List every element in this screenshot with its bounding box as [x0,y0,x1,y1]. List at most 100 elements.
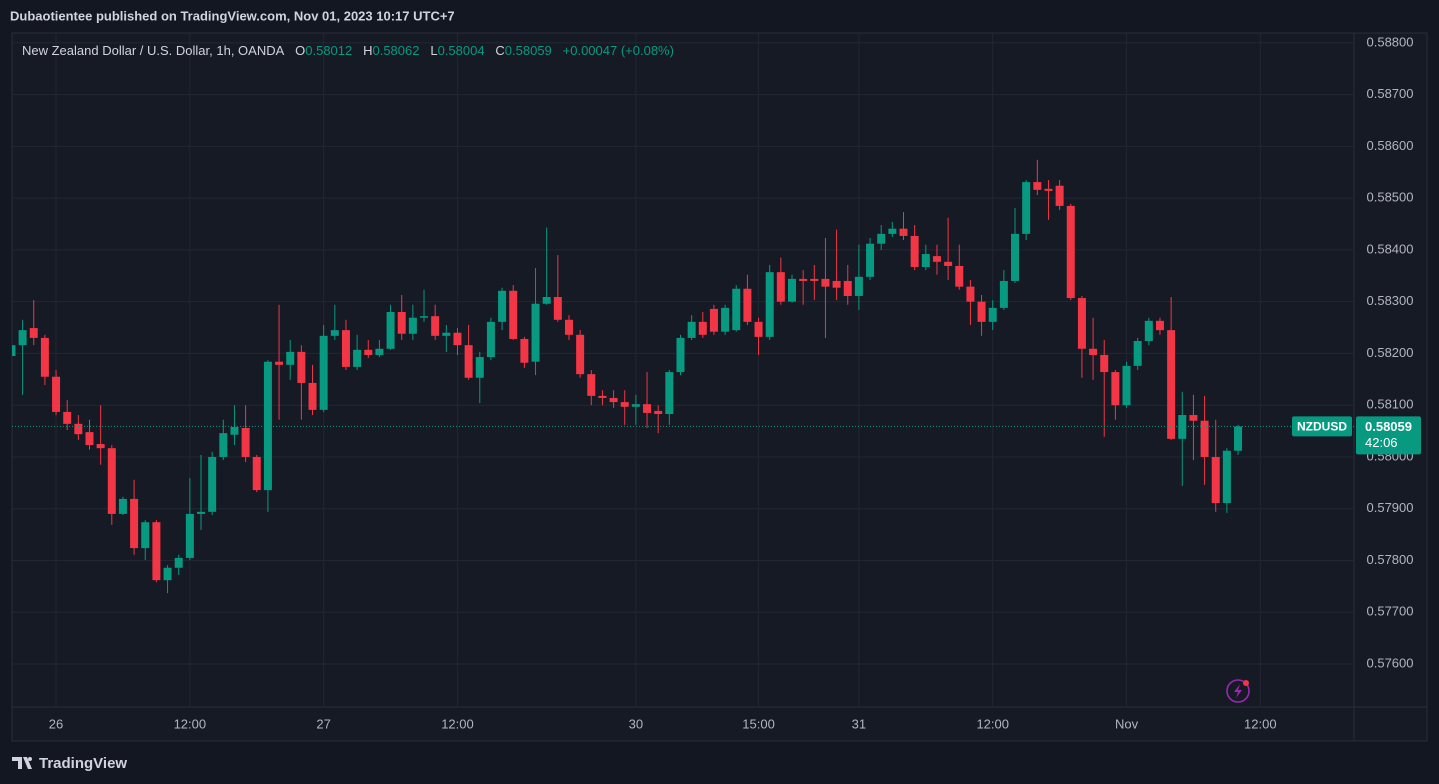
candle-body [152,522,161,581]
candle-body [442,332,451,336]
candle-body [297,351,306,383]
candle-body [107,448,116,514]
x-tick-label: 12:00 [174,716,207,731]
publish-info: Dubaotientee published on TradingView.co… [10,8,455,23]
candle-body [821,278,830,287]
candle-body [654,410,663,415]
ohlc-value: 0.58012 [305,43,353,58]
symbol-tag [1292,416,1352,437]
x-tick-label: 31 [852,716,866,731]
y-tick-label: 0.58100 [1367,397,1414,412]
ohlc-value: 0.58059 [504,43,552,58]
symbol-tag-label: NZDUSD [1297,420,1347,434]
candle-body [431,316,440,336]
candle-body [29,328,38,338]
lightning-icon[interactable] [1226,679,1250,703]
ohlc-letter: L [430,43,438,58]
candle-body [698,321,707,335]
candle-body [999,280,1008,308]
x-tick-label: 26 [49,716,63,731]
candle-body [197,511,206,514]
y-tick-label: 0.58500 [1367,190,1414,205]
chart-frame [11,32,1428,742]
candle-body [832,280,841,288]
candle-body [866,243,875,277]
candle-body [1077,298,1086,349]
candle-body [542,297,551,304]
price-tag-label: 0.58059 [1365,419,1412,434]
symbol-title: New Zealand Dollar / U.S. Dollar, 1h, OA… [22,43,285,58]
candle-body [475,357,484,378]
ohlc-value: 0.58004 [437,43,485,58]
candle-body [721,307,730,332]
candle-body [631,404,640,407]
candle-body [353,349,362,367]
x-tick-label: 12:00 [441,716,474,731]
y-tick-label: 0.58700 [1367,86,1414,101]
candle-body [843,280,852,296]
y-tick-label: 0.58600 [1367,138,1414,153]
footer-brand: TradingView [39,755,127,772]
candle-body [208,456,217,512]
candle-body [609,397,618,403]
candle-body [308,382,317,410]
countdown: 42:06 [1365,435,1398,450]
candle-body [141,522,150,549]
candle-body [74,423,83,435]
candle-body [966,286,975,302]
candle-body [1044,188,1053,191]
candle-body [564,319,573,335]
candle-body [776,272,785,302]
candle-body [854,276,863,296]
candle-body [486,321,495,358]
candle-body [453,332,462,346]
candle-body [665,372,674,415]
y-tick-label: 0.57600 [1367,655,1414,670]
x-tick-label: 12:00 [976,716,1009,731]
candle-body [341,330,350,367]
candle-body [787,278,796,302]
y-tick-label: 0.58300 [1367,293,1414,308]
x-tick-label: 12:00 [1244,716,1277,731]
y-tick-label: 0.58800 [1367,34,1414,49]
y-tick-label: 0.57800 [1367,552,1414,567]
candle-body [408,317,417,334]
y-tick-label: 0.57900 [1367,500,1414,515]
candle-body [509,290,518,339]
candle-body [330,330,339,336]
candle-body [130,498,139,549]
candle-body [932,256,941,262]
candle-body [1111,372,1120,406]
candle-body [52,376,61,412]
candle-body [1055,185,1064,206]
candle-body [921,254,930,267]
candle-body [241,427,250,457]
y-tick-label: 0.58200 [1367,345,1414,360]
candle-body [420,316,429,318]
candle-body [1122,365,1131,406]
x-tick-label: Nov [1115,716,1139,731]
candle-body [732,288,741,331]
candle-body [230,426,239,435]
candle-body [498,290,507,322]
x-tick-label: 30 [629,716,643,731]
candle-body [520,338,529,363]
candle-body [643,404,652,413]
candle-body [386,312,395,349]
candle-body [1144,320,1153,342]
ohlc-letter: C [495,43,505,58]
y-tick-label: 0.57700 [1367,604,1414,619]
candle-body [185,513,194,558]
candle-body [1222,450,1231,504]
candle-body [810,278,819,281]
candle-body [888,228,897,234]
candle-body [944,261,953,266]
candle-body [576,334,585,375]
candle-body [977,301,986,322]
candle-body [754,321,763,337]
candle-body [1189,415,1198,421]
candle-body [709,308,718,332]
ohlc-letter: O [295,43,306,58]
y-tick-label: 0.58400 [1367,241,1414,256]
